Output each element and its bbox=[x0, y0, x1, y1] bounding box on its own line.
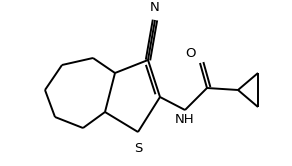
Text: N: N bbox=[150, 1, 160, 14]
Text: S: S bbox=[134, 142, 142, 155]
Text: O: O bbox=[185, 47, 196, 60]
Text: NH: NH bbox=[175, 113, 195, 126]
